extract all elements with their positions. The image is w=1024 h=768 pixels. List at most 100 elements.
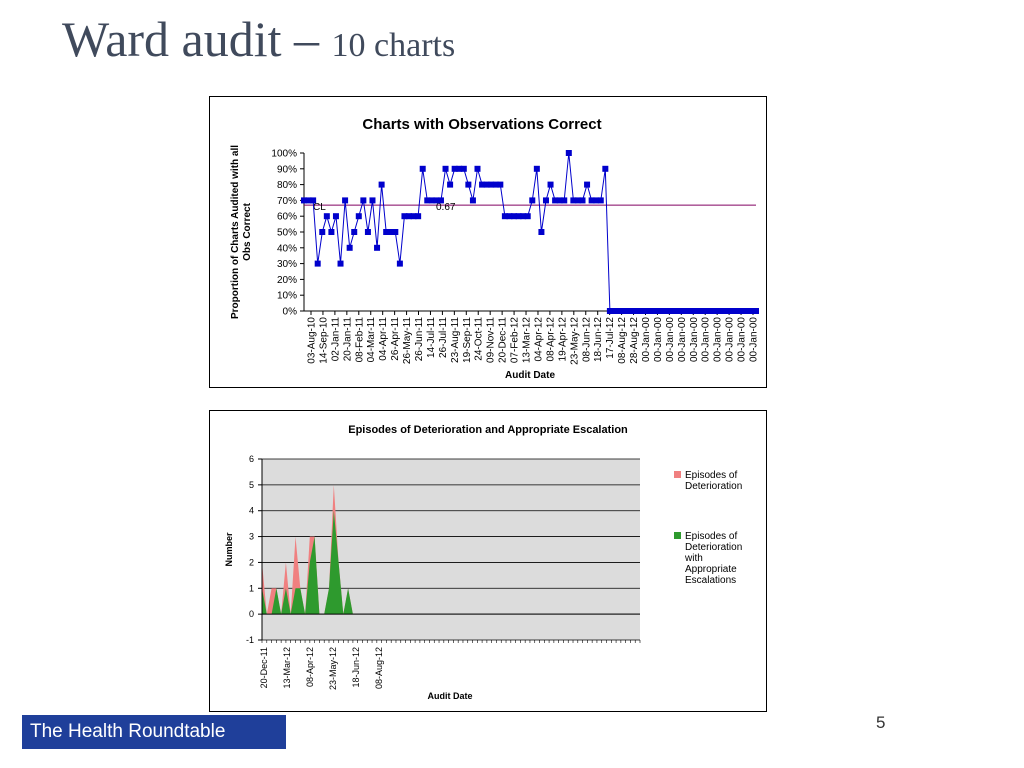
data-point xyxy=(693,308,700,314)
data-point xyxy=(716,308,723,314)
data-point xyxy=(369,197,376,204)
x-tick-label: 08-Feb-11 xyxy=(354,317,365,363)
legend-label-line: Deterioration xyxy=(685,542,742,553)
y-tick-label: 2 xyxy=(249,557,254,567)
data-point xyxy=(542,197,549,204)
legend-swatch-escalation xyxy=(674,532,681,539)
center-line-label: CL xyxy=(313,202,326,213)
y-axis-label: Proportion of Charts Audited with allObs… xyxy=(230,145,253,319)
legend-label-line: Appropriate xyxy=(685,564,737,575)
legend-label-line: Deterioration xyxy=(685,481,742,492)
data-point xyxy=(675,308,682,314)
y-tick-label: 1 xyxy=(249,583,254,593)
data-point xyxy=(451,165,458,172)
data-point xyxy=(606,308,613,314)
x-axis-label: Audit Date xyxy=(505,370,555,381)
data-point xyxy=(743,308,750,314)
x-tick-label: 07-Feb-12 xyxy=(510,317,521,364)
data-point xyxy=(392,229,399,235)
data-point xyxy=(428,197,435,204)
data-point xyxy=(634,308,641,314)
data-point xyxy=(310,197,317,204)
data-point xyxy=(419,165,426,172)
data-point xyxy=(556,197,563,204)
data-point xyxy=(652,308,659,314)
x-tick-label: 26-May-11 xyxy=(402,317,413,364)
data-point xyxy=(396,260,403,267)
data-point xyxy=(547,181,554,188)
x-axis-label: Audit Date xyxy=(428,691,473,701)
y-tick-label: 0 xyxy=(249,609,254,619)
x-tick-label: 17-Jul-12 xyxy=(605,317,616,359)
x-tick-label: 00-Jan-00 xyxy=(749,317,760,362)
y-tick-label: 0% xyxy=(283,307,298,318)
x-tick-label: 20-Dec-11 xyxy=(259,647,269,688)
x-tick-label: 13-Mar-12 xyxy=(282,647,292,689)
data-point xyxy=(437,197,444,204)
data-point xyxy=(629,308,636,314)
x-tick-label: 19-Apr-12 xyxy=(557,317,568,362)
x-tick-label: 18-Jun-12 xyxy=(593,317,604,362)
data-point xyxy=(524,213,531,220)
data-point xyxy=(725,308,732,314)
legend-label-line: with xyxy=(684,553,703,564)
data-point xyxy=(579,197,586,204)
x-tick-label: 00-Jan-00 xyxy=(701,317,712,362)
data-point xyxy=(721,308,728,314)
x-tick-label: 00-Jan-00 xyxy=(677,317,688,362)
data-point xyxy=(702,308,709,314)
data-point xyxy=(332,213,339,220)
slide-title-sub: 10 charts xyxy=(331,27,456,64)
y-tick-label: 80% xyxy=(277,180,297,191)
x-tick-label: 23-Aug-11 xyxy=(450,317,461,363)
deterioration-escalation-chart: Episodes of Deterioration and Appropriat… xyxy=(209,410,767,712)
x-tick-label: 19-Sep-11 xyxy=(462,317,473,363)
y-tick-label: 20% xyxy=(277,275,297,286)
data-point xyxy=(305,197,312,204)
data-point xyxy=(711,308,718,314)
data-point xyxy=(689,308,696,314)
data-point xyxy=(561,197,568,204)
data-point xyxy=(415,213,422,220)
center-line-value-label: 0.67 xyxy=(436,202,456,213)
data-point xyxy=(501,213,508,220)
legend-label-line: Episodes of xyxy=(685,470,737,481)
data-point xyxy=(342,197,349,204)
x-tick-label: 00-Jan-00 xyxy=(665,317,676,362)
x-tick-label: 18-Jun-12 xyxy=(351,647,361,688)
x-tick-label: 26-Apr-11 xyxy=(390,317,401,361)
data-point xyxy=(643,308,650,314)
data-point xyxy=(383,229,390,235)
data-point xyxy=(424,197,431,204)
data-point xyxy=(328,229,335,235)
data-point xyxy=(351,229,358,235)
data-point xyxy=(565,150,572,156)
data-point xyxy=(739,308,746,314)
y-tick-label: 90% xyxy=(277,164,297,175)
y-tick-label: 60% xyxy=(277,212,297,223)
x-tick-label: 14-Sep-10 xyxy=(318,317,329,364)
data-point xyxy=(684,308,691,314)
data-point xyxy=(497,181,504,188)
x-tick-label: 00-Jan-00 xyxy=(641,317,652,362)
y-axis-label-line: Proportion of Charts Audited with all xyxy=(230,145,241,319)
data-point xyxy=(620,308,627,314)
data-point xyxy=(707,308,714,314)
data-point xyxy=(748,308,755,314)
data-point xyxy=(647,308,654,314)
data-point xyxy=(666,308,673,314)
data-point xyxy=(433,197,440,204)
y-tick-label: 30% xyxy=(277,259,297,270)
data-point xyxy=(584,181,591,188)
x-tick-label: 04-Apr-11 xyxy=(378,317,389,361)
data-point xyxy=(611,308,618,314)
data-point xyxy=(460,165,467,172)
y-tick-label: 50% xyxy=(277,228,297,239)
legend-swatch-deterioration xyxy=(674,471,681,478)
data-point xyxy=(301,197,307,204)
y-tick-label: 5 xyxy=(249,480,254,490)
data-point xyxy=(456,165,463,172)
data-point xyxy=(469,197,476,204)
x-tick-label: 04-Apr-12 xyxy=(533,317,544,362)
y-tick-label: 40% xyxy=(277,243,297,254)
